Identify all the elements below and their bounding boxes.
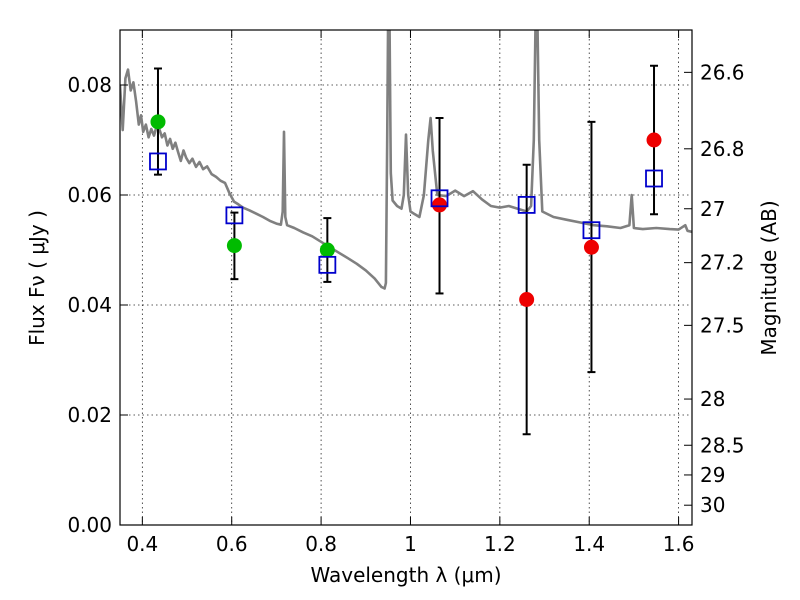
data-point-square (517, 195, 536, 214)
data-point-square (430, 189, 449, 208)
data-point-square (582, 221, 601, 240)
y-tick-label: 0.02 (67, 403, 112, 427)
data-point-circle (646, 132, 662, 148)
y-tick-label: 0.08 (67, 73, 112, 97)
right-tick-label: 29 (700, 463, 725, 487)
right-tick-label: 26.8 (700, 137, 745, 161)
x-tick-label: 1.4 (573, 532, 605, 556)
data-point-square (149, 152, 167, 171)
right-axis-label: Magnitude (AB) (757, 200, 781, 355)
data-point-square (318, 255, 337, 274)
y-tick-label: 0.04 (67, 293, 112, 317)
right-tick-label: 26.6 (700, 60, 745, 84)
plot-area (120, 30, 692, 436)
right-tick-label: 27.5 (700, 313, 745, 337)
x-axis-label: Wavelength λ (μm) (310, 563, 501, 587)
data-point-circle (150, 114, 166, 130)
data-point-square (225, 206, 244, 225)
y-tick-label: 0.00 (67, 513, 112, 537)
data-point-circle (432, 197, 448, 213)
right-tick-label: 28.5 (700, 433, 745, 457)
data-point-circle (519, 292, 535, 307)
y-tick-label: 0.06 (67, 183, 112, 207)
right-tick-label: 27.2 (700, 251, 745, 275)
x-tick-label: 1.6 (663, 532, 695, 556)
right-tick-label: 27 (700, 197, 725, 221)
data-point-circle (583, 239, 599, 255)
x-tick-label: 0.8 (305, 532, 337, 556)
axes: 0.4 0.6 0.8 1 1.2 1.4 1.6 0.00 0.02 0.04 0.06 0.08 2… (67, 29, 745, 556)
data-point-circle (319, 242, 335, 258)
grid-layer (120, 30, 692, 526)
x-tick-label: 0.6 (216, 532, 248, 556)
x-tick-label: 0.4 (126, 532, 158, 556)
data-point-circle (226, 238, 242, 254)
right-tick-label: 28 (700, 387, 725, 411)
data-point-square (645, 169, 663, 188)
template-spectrum-line (120, 30, 692, 290)
right-tick-label: 30 (700, 493, 725, 517)
axes-frame (119, 29, 693, 526)
x-tick-label: 1.2 (484, 532, 516, 556)
x-tick-label: 1 (404, 532, 417, 556)
y-axis-label: Flux Fν ( μJy ) (25, 210, 49, 346)
